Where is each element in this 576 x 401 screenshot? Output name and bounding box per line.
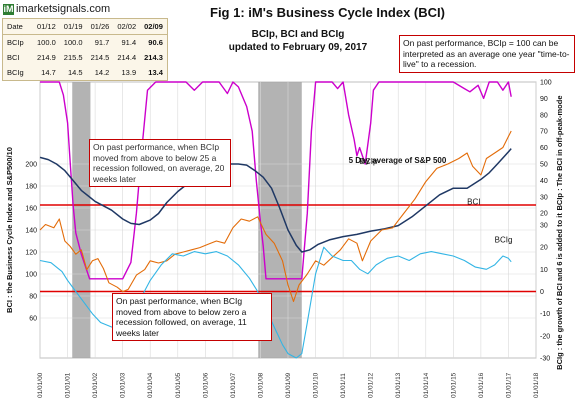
annotation-label: BCI: [467, 198, 480, 207]
right-upper-tick-label: 70: [540, 129, 548, 136]
x-tick-label: 01/01/10: [313, 372, 320, 398]
right-upper-tick-label: 90: [540, 96, 548, 103]
x-tick-label: 01/01/16: [478, 372, 485, 398]
x-tick-label: 01/01/01: [65, 372, 72, 398]
row-label: BCIp: [7, 38, 24, 47]
subtitle-line: BCIp, BCI and BCIg: [251, 29, 345, 40]
x-tick-label: 01/01/14: [423, 372, 430, 398]
table-cell: 14.5: [67, 68, 83, 77]
right-upper-tick-label: 100: [540, 80, 552, 87]
left-tick-label: 160: [25, 206, 37, 213]
right-upper-tick-label: 60: [540, 145, 548, 152]
table-header-row: Date 01/12 01/19 01/26 02/02 02/09: [2, 18, 168, 35]
chart-subtitle: BCIp, BCI and BCIg updated to February 0…: [213, 28, 383, 54]
x-tick-label: 01/01/07: [230, 372, 237, 398]
row-label: BCI: [7, 53, 20, 62]
x-tick-label: 01/01/13: [395, 372, 402, 398]
annotation-label: 5 Day average of S&P 500: [349, 156, 447, 165]
table-cell: 13.4: [148, 68, 163, 77]
x-tick-label: 01/01/00: [37, 372, 44, 398]
right-upper-tick-label: 50: [540, 162, 548, 169]
table-cell: 214.3: [144, 53, 163, 62]
recession-band: [72, 82, 91, 358]
bcip-note: On past performance, BCIp = 100 can be i…: [399, 35, 575, 73]
x-tick-label: 01/01/02: [92, 372, 99, 398]
right-upper-axis-title: BCIp : The BCI in off-peak-mode: [555, 96, 564, 211]
table-cell: 100.0: [37, 38, 56, 47]
table-cell: 91.4: [121, 38, 137, 47]
chart-title: Fig 1: iM's Business Cycle Index (BCI): [210, 5, 445, 20]
right-lower-tick-label: 30: [540, 223, 548, 230]
right-lower-tick-label: 10: [540, 267, 548, 274]
table-row: BCIg 14.7 14.5 14.2 13.9 13.4: [3, 65, 168, 81]
table-row: BCI 214.9 215.5 214.5 214.4 214.3: [3, 50, 168, 65]
x-tick-label: 01/01/06: [202, 372, 209, 398]
series-line-5-day-average-of-s-p-500: [39, 130, 512, 303]
subtitle-line: updated to February 09, 2017: [228, 42, 368, 53]
x-tick-label: 01/01/03: [120, 372, 127, 398]
table-header-cell: 02/02: [113, 18, 141, 35]
left-tick-label: 140: [25, 228, 37, 235]
left-tick-label: 100: [25, 272, 37, 279]
right-upper-tick-label: 80: [540, 112, 548, 119]
x-tick-label: 01/01/15: [450, 372, 457, 398]
right-upper-tick-label: 40: [540, 178, 548, 185]
series-line-bci: [39, 148, 512, 253]
x-tick-label: 01/01/05: [175, 372, 182, 398]
table-header-cell: 02/09: [140, 18, 168, 35]
series-line-bcip: [40, 81, 512, 280]
row-label: BCIg: [7, 68, 24, 77]
table-cell: 215.5: [63, 53, 83, 62]
table-cell: 14.7: [41, 68, 56, 77]
left-tick-label: 120: [25, 250, 37, 257]
left-tick-label: 80: [29, 294, 37, 301]
left-tick-label: 60: [29, 316, 37, 323]
right-lower-tick-label: 0: [540, 289, 544, 296]
bcip-threshold-note: On past performance, when BCIp moved fro…: [89, 139, 231, 187]
table-cell: 91.7: [94, 38, 110, 47]
right-lower-axis-title: BCIg : the growth of BCI and 6 is added …: [555, 213, 564, 370]
table-cell: 214.9: [37, 53, 56, 62]
left-tick-label: 200: [25, 162, 37, 169]
bcig-threshold-note: On past performance, when BCIg moved fro…: [112, 293, 272, 341]
table-cell: 214.4: [117, 53, 137, 62]
logo-mark-icon: iM: [3, 3, 14, 15]
right-lower-tick-label: -30: [540, 356, 550, 363]
table-cell: 90.6: [148, 38, 163, 47]
table-cell: 214.5: [90, 53, 110, 62]
table-header-cell: 01/19: [59, 18, 87, 35]
x-tick-label: 01/01/09: [285, 372, 292, 398]
table-cell: 13.9: [121, 68, 137, 77]
table-cell: 14.2: [94, 68, 110, 77]
table-header-cell: Date: [2, 18, 33, 35]
right-upper-tick-label: 20: [540, 211, 548, 218]
left-tick-label: 180: [25, 184, 37, 191]
summary-table: Date 01/12 01/19 01/26 02/02 02/09 BCIp …: [2, 18, 168, 81]
x-tick-label: 01/01/11: [340, 373, 347, 398]
site-logo[interactable]: iM imarketsignals.com: [3, 2, 110, 16]
annotation-label: BCIg: [495, 236, 513, 245]
right-upper-tick-label: 30: [540, 194, 548, 201]
x-tick-label: 01/01/18: [533, 372, 540, 398]
table-header-cell: 01/26: [86, 18, 114, 35]
right-lower-tick-label: -10: [540, 311, 550, 318]
table-cell: 100.0: [63, 38, 83, 47]
x-tick-label: 01/01/08: [257, 372, 264, 398]
right-lower-tick-label: 20: [540, 245, 548, 252]
x-tick-label: 01/01/12: [368, 372, 375, 398]
x-tick-label: 01/01/04: [147, 372, 154, 398]
table-header-cell: 01/12: [33, 18, 60, 35]
table-row: BCIp 100.0 100.0 91.7 91.4 90.6: [3, 35, 168, 51]
right-lower-tick-label: -20: [540, 333, 550, 340]
logo-text: imarketsignals.com: [16, 3, 111, 15]
left-axis-title: BCI : the Business Cycle Index and S&P50…: [5, 147, 14, 313]
annotation-label: BCIp: [360, 157, 378, 166]
x-tick-label: 01/01/17: [505, 372, 512, 398]
